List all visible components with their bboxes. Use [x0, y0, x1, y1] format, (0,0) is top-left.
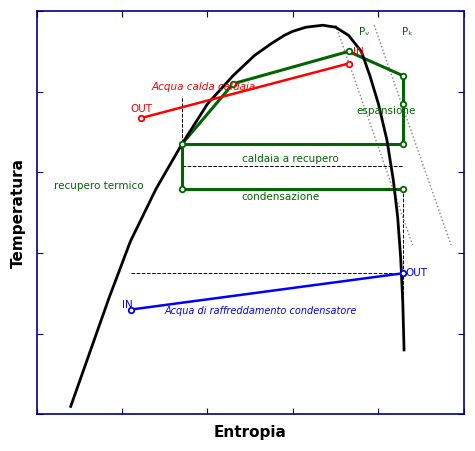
- Y-axis label: Temperatura: Temperatura: [11, 158, 26, 268]
- Text: Pₖ: Pₖ: [402, 28, 413, 37]
- Text: condensazione: condensazione: [242, 192, 320, 202]
- Text: Acqua di raffreddamento condensatore: Acqua di raffreddamento condensatore: [165, 306, 357, 316]
- Text: Acqua calda caldaia: Acqua calda caldaia: [152, 82, 256, 92]
- Text: Pᵥ: Pᵥ: [359, 28, 370, 37]
- Text: IN: IN: [122, 300, 133, 310]
- Text: IN: IN: [353, 47, 363, 57]
- X-axis label: Entropia: Entropia: [214, 425, 286, 440]
- Text: recupero termico: recupero termico: [54, 180, 143, 191]
- Text: OUT: OUT: [131, 104, 152, 114]
- Text: caldaia a recupero: caldaia a recupero: [242, 154, 338, 164]
- Text: OUT: OUT: [405, 268, 427, 278]
- Text: espansione: espansione: [356, 106, 416, 116]
